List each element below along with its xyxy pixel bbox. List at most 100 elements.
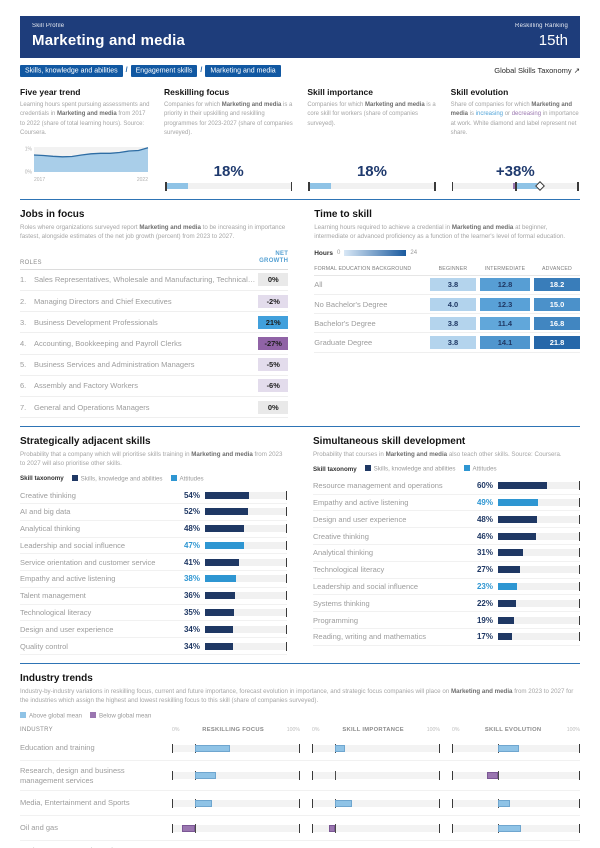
skill-bar-row: AI and big data 52% [20, 504, 287, 521]
text-segment: is a core skill for workers (share of co… [307, 102, 436, 127]
track-end-tick [578, 581, 580, 591]
zero-tick [515, 181, 517, 191]
range-bar [328, 824, 336, 832]
text-segment: Companies for which [164, 102, 222, 108]
range-bar [335, 799, 352, 807]
skill-bar-row: Leadership and social influence 47% [20, 538, 287, 555]
breadcrumb-item[interactable]: Engagement skills [130, 64, 198, 77]
skill-evolution-desc: Share of companies for which Marketing a… [451, 101, 580, 138]
text-segment: is [468, 111, 476, 118]
net-growth-badge: -27% [258, 336, 289, 350]
text-segment: Roles where organizations surveyed repor… [20, 224, 140, 232]
range-track [172, 771, 300, 781]
industry-row: Education and training [20, 736, 580, 762]
skill-label: Creative thinking [20, 490, 76, 500]
track-end-tick [298, 743, 300, 753]
skill-percentage: 36% [183, 591, 200, 601]
track-end-tick [438, 771, 440, 781]
legend-label: Skills, knowledge and abilities [80, 475, 163, 483]
legend-swatch [71, 474, 78, 481]
skill-bar-track [498, 598, 580, 608]
range-bar [195, 744, 230, 752]
text-segment: Probability that courses in [313, 451, 386, 459]
skill-label: Talent management [20, 591, 86, 601]
text-segment: Marketing and media [450, 102, 573, 118]
skill-percentage: 19% [476, 615, 493, 625]
text-segment: Marketing and media [385, 451, 448, 459]
global-mean-tick [335, 771, 337, 781]
adjacent-skills-panel: Strategically adjacent skills Probabilit… [20, 436, 287, 655]
global-skills-taxonomy-link[interactable]: Global Skills Taxonomy ↗ [494, 66, 580, 75]
jobs-and-time-section: Jobs in focus Roles where organizations … [20, 209, 580, 426]
skill-percentage: 38% [183, 574, 200, 584]
reskilling-focus-column-title: RESKILLING FOCUS [202, 727, 265, 734]
skill-bar-track [498, 581, 580, 591]
skill-percentage: 48% [183, 524, 200, 534]
skill-bar-track [498, 514, 580, 524]
skill-bar-track [205, 540, 287, 550]
skill-bar [498, 616, 514, 624]
skill-bar [205, 541, 244, 549]
adjacent-skills-title: Strategically adjacent skills [20, 436, 151, 448]
skill-bar [205, 575, 237, 583]
skill-bar-row: Creative thinking 46% [313, 528, 580, 546]
breadcrumb-item[interactable]: Skills, knowledge and abilities [20, 64, 123, 77]
skill-importance-desc: Companies for which Marketing and media … [307, 101, 436, 129]
skill-bar-track [498, 531, 580, 541]
skill-percentage: 46% [476, 531, 493, 541]
net-growth-badge: 0% [258, 273, 289, 287]
skill-bar-track [205, 507, 287, 517]
role-name: Accounting, Bookkeeping and Payroll Cler… [34, 338, 182, 348]
gauge-end-tick [577, 181, 579, 191]
track-end-tick [285, 540, 287, 550]
jobs-in-focus-desc: Roles where organizations surveyed repor… [20, 223, 288, 242]
text-segment: Companies for which [307, 102, 366, 108]
skill-bar-row: Empathy and active listening 49% [313, 495, 580, 512]
gauge-fill-bar [165, 183, 188, 190]
track-end-tick [578, 743, 580, 753]
hours-cell: 18.2 [534, 278, 580, 292]
range-bar [195, 799, 212, 807]
track-start-tick [452, 743, 454, 753]
net-growth-header: NET GROWTH [259, 250, 289, 265]
industry-name: Media, Entertainment and Sports [20, 798, 130, 808]
global-mean-tick [195, 823, 197, 833]
legend-label: Above global mean [29, 712, 82, 720]
skill-label: Resource management and operations [313, 481, 443, 491]
hours-scale-max: 24 [410, 250, 418, 257]
skill-percentage: 22% [476, 598, 493, 608]
text-segment: Marketing and media [57, 111, 117, 118]
industry-row: Research, design and business management… [20, 761, 580, 792]
legend-label: Below global mean [98, 712, 152, 720]
skill-label: Technological literacy [20, 608, 92, 618]
track-start-tick [312, 798, 314, 808]
skill-bar-track [498, 481, 580, 491]
range-bar [498, 799, 510, 807]
skill-bar-row: Resource management and operations 60% [313, 478, 580, 495]
range-track [452, 771, 580, 781]
role-name: Assembly and Factory Workers [34, 381, 139, 391]
gauge-start-tick [308, 181, 310, 191]
track-start-tick [312, 823, 314, 833]
role-rank: 6. [20, 381, 27, 391]
industry-header: INDUSTRY [20, 727, 53, 734]
skill-importance-column-title: SKILL IMPORTANCE [342, 727, 404, 734]
skill-bar-row: Design and user experience 48% [313, 511, 580, 529]
breadcrumb-item[interactable]: Marketing and media [205, 64, 281, 77]
hours-legend: Hours 0 24 [314, 250, 580, 257]
gauge-track [308, 181, 436, 191]
track-end-tick [578, 615, 580, 625]
jobs-table-rows: 1. Sales Representatives, Wholesale and M… [20, 270, 289, 419]
skill-label: AI and big data [20, 507, 71, 517]
text-segment: also teach other skills. Source: Courser… [447, 451, 562, 459]
skill-percentage: 27% [476, 565, 493, 575]
industry-row: Business support and premises maintenanc… [20, 841, 580, 848]
range-bar [335, 744, 346, 752]
simultaneous-skills-panel: Simultaneous skill development Probabili… [313, 436, 580, 655]
legend-swatch [89, 711, 96, 718]
skill-bar [498, 482, 548, 490]
skill-bar-track [498, 615, 580, 625]
header-eyebrow: Skill Profile [32, 23, 65, 29]
skill-percentage: 47% [183, 540, 200, 550]
industry-table-rows: Education and training Research, design a… [20, 736, 580, 848]
